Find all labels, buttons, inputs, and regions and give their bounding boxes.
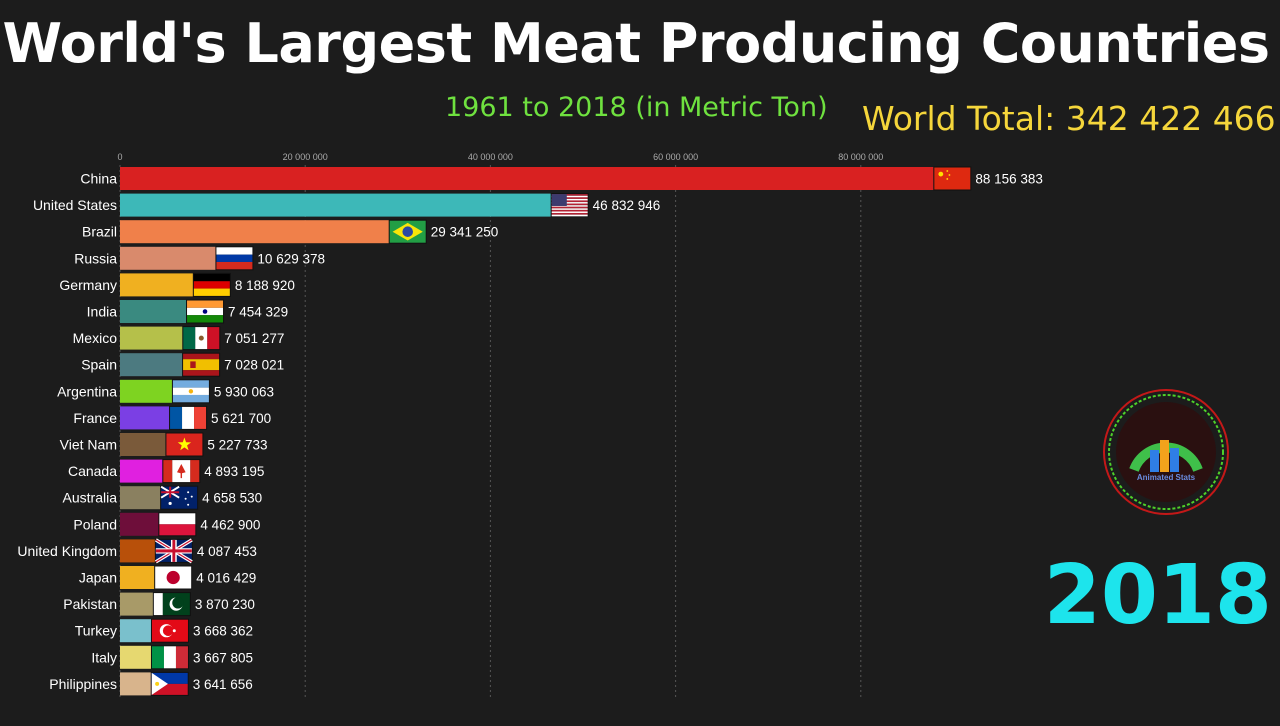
flag-philippines-icon (150, 671, 189, 696)
country-label: Russia (74, 250, 117, 266)
country-label: Turkey (75, 623, 117, 639)
flag-australia-icon (160, 485, 199, 510)
bar-germany (120, 273, 196, 297)
bar-chart: 0 20 000 000 40 000 000 60 000 000 80 000 00… (17, 152, 1043, 700)
world-total: World Total: 342 422 466 (862, 99, 1276, 138)
bar-china (120, 167, 937, 190)
value-label: 5 930 063 (214, 384, 274, 399)
animated-stats-logo: Animated Stats (1103, 389, 1229, 515)
country-label: Pakistan (63, 596, 117, 612)
flag-italy-icon (150, 645, 189, 670)
country-label: Italy (91, 649, 117, 665)
flag-uk-icon (154, 538, 193, 564)
value-label: 8 188 920 (235, 278, 295, 293)
bar-philippines (120, 672, 154, 696)
chart-subtitle: 1961 to 2018 (in Metric Ton) (445, 92, 828, 123)
flag-usa-icon (550, 193, 589, 218)
country-label: India (87, 304, 118, 320)
bar-canada (120, 459, 166, 483)
flag-japan-icon (154, 565, 193, 590)
x-tick-label: 0 (117, 152, 122, 162)
country-label: United States (33, 197, 117, 213)
value-label: 7 028 021 (224, 358, 284, 373)
flag-russia-icon (215, 246, 254, 271)
value-label: 4 893 195 (204, 464, 264, 479)
value-label: 5 227 733 (207, 438, 267, 453)
value-label: 10 629 378 (257, 251, 325, 266)
country-label: Argentina (57, 383, 117, 399)
flag-france-icon (169, 405, 208, 430)
flag-brazil-icon (388, 219, 427, 244)
bar-pakistan (120, 592, 156, 616)
flag-pakistan-icon (152, 592, 191, 617)
bar-brazil (120, 220, 392, 244)
x-tick-label: 60 000 000 (653, 152, 698, 162)
value-label: 46 832 946 (593, 198, 661, 213)
bar-united-states (120, 193, 554, 217)
bar-russia (120, 246, 219, 270)
flag-india-icon (186, 299, 225, 324)
value-label: 5 621 700 (211, 411, 271, 426)
bar-france (120, 406, 173, 430)
country-label: Canada (68, 463, 117, 479)
bar-italy (120, 645, 154, 669)
country-label: Spain (81, 357, 117, 373)
logo-text: Animated Stats (1137, 473, 1196, 482)
value-label: 29 341 250 (431, 225, 499, 240)
flag-turkey-icon (150, 618, 189, 643)
value-label: 4 087 453 (197, 544, 257, 559)
value-label: 4 658 530 (202, 491, 262, 506)
bar-viet-nam (120, 433, 169, 456)
country-label: Japan (79, 570, 117, 586)
value-label: 3 870 230 (195, 597, 255, 612)
value-label: 4 462 900 (200, 517, 260, 532)
country-label: Germany (59, 277, 117, 293)
flag-china-icon (933, 166, 972, 191)
bar-mexico (120, 326, 186, 350)
flag-argentina-icon (171, 379, 210, 404)
flag-spain-icon (182, 352, 221, 377)
value-label: 88 156 383 (975, 172, 1043, 187)
x-tick-label: 20 000 000 (283, 152, 328, 162)
country-label: France (73, 410, 117, 426)
bar-argentina (120, 379, 175, 403)
value-label: 3 641 656 (193, 677, 253, 692)
flag-vietnam-icon (165, 432, 204, 457)
year-label: 2018 (1043, 548, 1272, 643)
flag-germany-icon (192, 272, 231, 297)
bar-united-kingdom (120, 539, 158, 563)
country-label: Mexico (73, 330, 118, 346)
bar-japan (120, 566, 158, 589)
country-label: Viet Nam (60, 437, 117, 453)
chart-title: World's Largest Meat Producing Countries (2, 12, 1270, 75)
bar-poland (120, 512, 162, 536)
value-label: 3 668 362 (193, 624, 253, 639)
country-label: United Kingdom (17, 543, 117, 559)
x-tick-label: 40 000 000 (468, 152, 513, 162)
value-label: 7 454 329 (228, 305, 288, 320)
bar-turkey (120, 619, 154, 643)
flag-canada-icon (162, 459, 201, 484)
flag-mexico-icon (182, 326, 221, 351)
country-label: Philippines (49, 676, 117, 692)
bar-india (120, 300, 190, 323)
country-label: Brazil (82, 224, 117, 240)
bar-spain (120, 353, 186, 377)
value-label: 7 051 277 (224, 331, 284, 346)
flag-poland-icon (158, 512, 197, 537)
country-label: China (80, 171, 117, 187)
country-label: Poland (73, 516, 117, 532)
country-label: Australia (63, 490, 118, 506)
value-label: 3 667 805 (193, 650, 253, 665)
x-tick-label: 80 000 000 (838, 152, 883, 162)
value-label: 4 016 429 (196, 571, 256, 586)
bar-australia (120, 486, 164, 510)
